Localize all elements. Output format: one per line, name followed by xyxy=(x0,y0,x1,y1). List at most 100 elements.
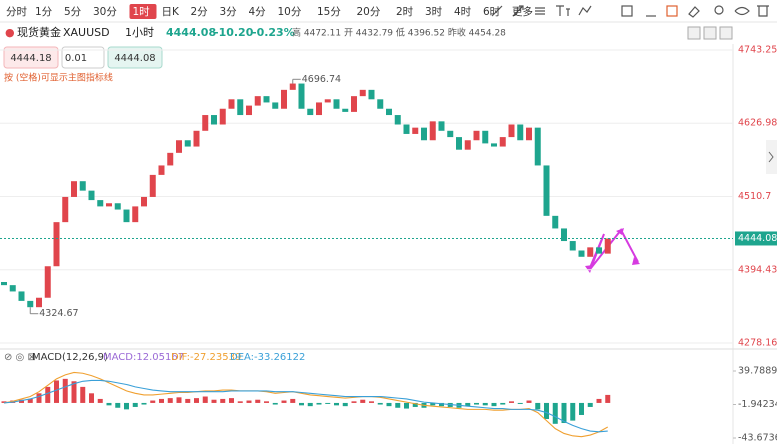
period[interactable]: 5分 xyxy=(64,6,82,18)
candle xyxy=(27,300,34,308)
macd-bar xyxy=(264,401,269,403)
qty-box[interactable] xyxy=(61,46,105,69)
candle xyxy=(237,99,244,116)
macd-bar xyxy=(509,401,514,403)
candle xyxy=(228,99,235,109)
period[interactable]: 1分 xyxy=(35,6,53,18)
buy-box[interactable] xyxy=(107,46,163,69)
candle xyxy=(517,124,524,141)
period[interactable]: 4时 xyxy=(454,6,472,18)
macd-bar xyxy=(535,402,541,410)
candle xyxy=(289,83,296,90)
candle xyxy=(97,200,104,207)
drawing-tools[interactable] xyxy=(491,5,769,18)
macd-bar xyxy=(351,401,357,403)
candle xyxy=(429,121,436,141)
macd-bar xyxy=(141,402,147,405)
period[interactable]: 2分 xyxy=(191,6,209,18)
candle xyxy=(44,266,51,298)
period[interactable]: 更多 xyxy=(512,5,533,18)
period[interactable]: 日K xyxy=(162,6,180,18)
candle xyxy=(359,89,366,97)
candle xyxy=(158,165,165,175)
period[interactable]: 2时 xyxy=(396,6,414,18)
y-tick-label: -43.67367 xyxy=(738,433,777,444)
period[interactable]: 分时 xyxy=(6,6,27,18)
macd-bar xyxy=(159,398,164,403)
extreme-label: 4324.67 xyxy=(39,308,78,319)
dif-value: DIF:-27.23539 xyxy=(171,352,241,363)
pane-buttons[interactable] xyxy=(687,26,733,40)
macd-bar xyxy=(27,398,33,403)
macd-bar xyxy=(526,400,532,403)
macd-bar xyxy=(299,402,304,406)
sell-box[interactable] xyxy=(3,46,59,69)
macd-bar xyxy=(185,398,191,403)
macd-bar xyxy=(316,402,322,405)
period[interactable]: 15分 xyxy=(317,6,341,18)
interval[interactable]: 1小时 xyxy=(125,26,154,39)
macd-bar xyxy=(412,402,418,407)
side-toggle-icon xyxy=(768,151,774,163)
macd-bar xyxy=(194,398,199,403)
macd-bar xyxy=(255,399,261,403)
candle xyxy=(53,222,60,267)
period[interactable]: 3分 xyxy=(220,6,238,18)
macd-bar xyxy=(360,399,366,403)
side-toggle[interactable] xyxy=(766,140,777,174)
macd-bar xyxy=(237,401,243,403)
candle xyxy=(421,127,427,141)
pane-icons[interactable]: ⊘ ◎ ⊠ xyxy=(4,352,36,363)
candle xyxy=(447,130,454,138)
candle xyxy=(561,228,567,242)
macd-bar xyxy=(561,402,567,424)
period[interactable]: 4分 xyxy=(249,6,267,18)
period[interactable]: 30分 xyxy=(93,6,117,18)
period[interactable]: 10分 xyxy=(278,6,302,18)
candle xyxy=(298,83,305,109)
macd-bar xyxy=(89,393,94,403)
macd-bar xyxy=(544,402,549,419)
sell-price[interactable]: 4444.18 xyxy=(10,53,51,64)
macd-bar xyxy=(115,402,121,408)
candle xyxy=(403,124,410,134)
macd-bar xyxy=(80,386,86,403)
y-tick-label: 4510.7 xyxy=(738,191,771,202)
macd-bar xyxy=(246,400,252,403)
y-tick-label: 39.78899 xyxy=(738,366,777,377)
candle xyxy=(596,247,602,254)
period[interactable]: 6时 xyxy=(483,6,501,18)
period[interactable]: 3时 xyxy=(425,6,443,18)
candle xyxy=(211,115,217,125)
buy-price[interactable]: 4444.08 xyxy=(114,53,155,64)
candle xyxy=(123,209,130,223)
y-tick-label: 4743.25 xyxy=(738,45,777,56)
candle xyxy=(184,140,191,147)
period[interactable]: 1时 xyxy=(133,6,151,18)
macd-bar xyxy=(167,398,173,403)
candle xyxy=(149,174,156,197)
candle xyxy=(386,108,392,116)
qty[interactable]: 0.01 xyxy=(65,53,87,64)
period-active xyxy=(129,4,157,19)
macd-bar xyxy=(132,402,138,407)
macd-bar xyxy=(211,399,217,403)
macd-bar xyxy=(325,402,331,404)
candle xyxy=(9,285,16,292)
candle xyxy=(324,99,331,103)
asset-symbol[interactable]: XAUUSD xyxy=(63,26,110,39)
candle xyxy=(342,108,349,112)
candle xyxy=(167,152,174,166)
macd-bar xyxy=(439,402,444,407)
macd-bar xyxy=(587,402,593,407)
macd-bar xyxy=(579,402,584,415)
asset-name[interactable]: 现货黄金 xyxy=(17,25,61,39)
macd-bar xyxy=(290,398,296,403)
toolbar xyxy=(0,0,777,22)
period[interactable]: 20分 xyxy=(357,6,381,18)
candle xyxy=(62,196,69,223)
macd-bar xyxy=(307,402,313,407)
macd-bar xyxy=(386,402,392,407)
candle xyxy=(491,143,497,147)
candle xyxy=(272,102,279,109)
